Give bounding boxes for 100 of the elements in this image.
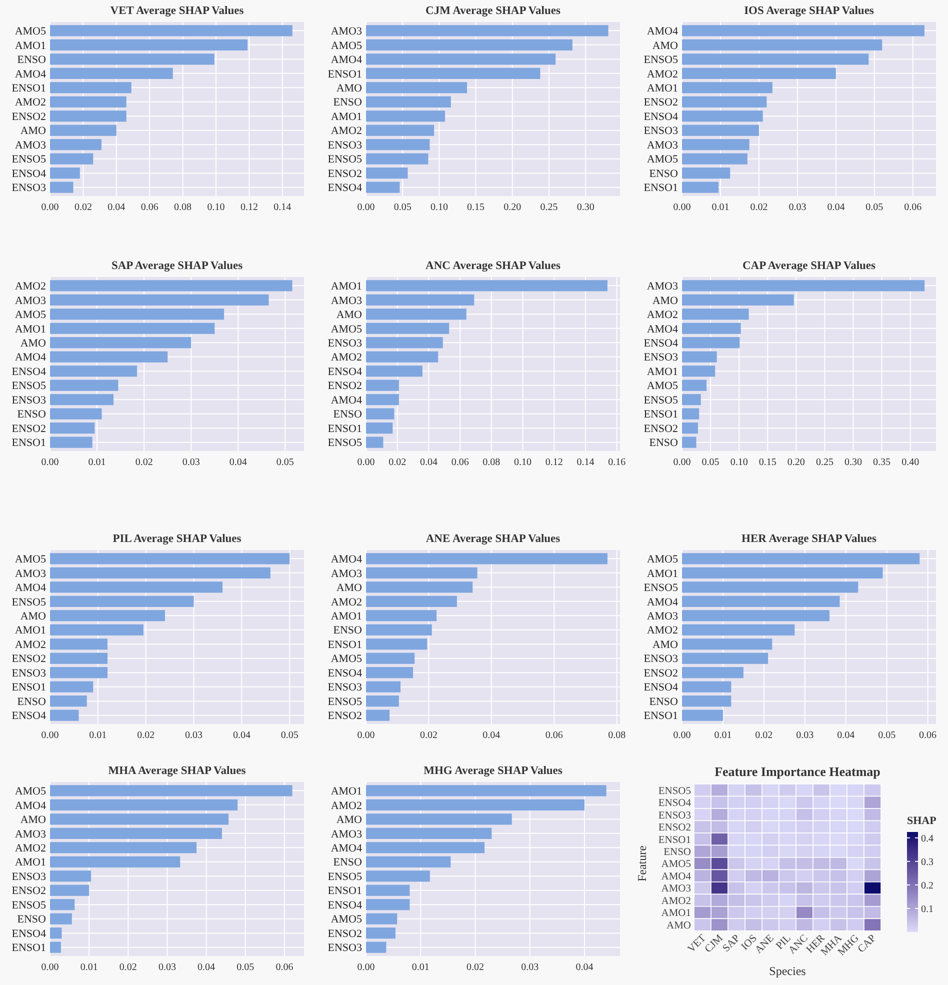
chart-title: ANE Average SHAP Values <box>426 533 561 545</box>
x-tick-label: 0.00 <box>673 202 691 213</box>
bar <box>682 68 836 79</box>
y-tick-label: ENSO3 <box>12 667 46 680</box>
y-tick-label: ENSO4 <box>12 366 46 378</box>
x-tick-label: 0.25 <box>540 202 558 213</box>
bar <box>50 870 92 882</box>
bar <box>366 308 466 320</box>
y-tick-label: ENSO4 <box>644 682 678 694</box>
y-tick-label: AMO1 <box>646 82 678 94</box>
bar <box>50 96 126 108</box>
chart-title: HER Average SHAP Values <box>742 533 877 545</box>
bar <box>366 422 393 434</box>
y-tick-label: AMO <box>20 814 46 826</box>
bar <box>366 610 437 622</box>
y-tick-label: ENSO3 <box>328 337 362 350</box>
bar <box>682 681 732 692</box>
bar <box>682 124 759 136</box>
chart-title: CJM Average SHAP Values <box>426 5 561 17</box>
y-tick-label: AMO3 <box>330 568 362 580</box>
bar <box>366 366 422 377</box>
bar <box>366 39 572 50</box>
x-tick-label: 0.10 <box>430 202 448 213</box>
bar <box>682 182 719 193</box>
bar <box>366 139 430 150</box>
bar <box>682 54 869 65</box>
bar <box>366 25 608 36</box>
bar <box>366 394 399 406</box>
y-tick-label: AMO4 <box>14 68 46 80</box>
bar <box>682 408 700 420</box>
y-tick-label: ENSO5 <box>12 154 46 166</box>
y-tick-label: ENSO <box>333 856 362 869</box>
y-tick-label: AMO4 <box>330 554 362 566</box>
y-tick-label: AMO1 <box>330 280 362 293</box>
bar <box>366 168 408 179</box>
x-tick-label: 0.04 <box>229 457 247 468</box>
bar <box>50 436 92 448</box>
x-tick-label: 0.04 <box>482 730 500 741</box>
x-tick-label: 0.05 <box>280 730 298 741</box>
bar <box>366 153 428 164</box>
color-bar-title: SHAP <box>907 815 937 827</box>
x-tick-label: 0.12 <box>240 202 258 213</box>
y-tick-label: ENSO <box>17 914 46 926</box>
bar <box>682 710 723 721</box>
bar <box>366 322 450 334</box>
y-tick-label: AMO5 <box>646 154 678 166</box>
bar <box>366 582 473 593</box>
x-tick-label: 0.00 <box>41 962 59 973</box>
x-tick-label: 0.05 <box>878 730 896 741</box>
y-tick-label: ENSO1 <box>328 638 362 651</box>
y-tick-label: AMO3 <box>14 828 46 840</box>
y-tick-label: ENSO4 <box>328 899 362 912</box>
y-tick-label: ENSO3 <box>644 653 678 666</box>
y-tick-label: AMO1 <box>14 323 46 336</box>
chart-title: VET Average SHAP Values <box>110 5 244 17</box>
bar <box>366 652 415 664</box>
y-tick-label: ENSO1 <box>644 710 678 722</box>
y-tick-label: ENSO5 <box>658 786 691 797</box>
x-tick-label: 0.30 <box>576 202 594 213</box>
y-tick-label: ENSO1 <box>328 885 362 898</box>
x-tick-label: 0.04 <box>198 962 216 973</box>
bar <box>682 667 744 678</box>
y-tick-label: AMO3 <box>330 294 362 307</box>
bar <box>682 351 717 362</box>
y-tick-label: AMO1 <box>14 856 46 869</box>
bar <box>682 696 732 707</box>
x-tick-label: 0.04 <box>232 730 250 741</box>
y-tick-label: AMO5 <box>330 323 362 336</box>
bar <box>50 280 292 292</box>
y-tick-label: ENSO5 <box>644 54 678 66</box>
y-tick-label: AMO1 <box>330 786 362 798</box>
x-tick-label: 0.02 <box>135 457 153 468</box>
x-tick-label: 0.15 <box>758 457 776 468</box>
x-tick-label: 0.06 <box>919 730 937 741</box>
y-tick-label: AMO <box>666 920 692 932</box>
y-tick-label: ENSO5 <box>328 154 362 166</box>
y-tick-label: AMO2 <box>646 309 678 322</box>
bar <box>50 322 215 334</box>
bar <box>50 842 197 854</box>
bar <box>366 870 430 882</box>
bar <box>50 408 102 420</box>
chart-title: IOS Average SHAP Values <box>744 5 874 17</box>
y-tick-label: AMO5 <box>330 40 362 52</box>
y-tick-label: ENSO4 <box>658 798 692 810</box>
bar <box>682 139 750 150</box>
y-tick-label: AMO1 <box>14 40 46 52</box>
y-tick-label: AMO1 <box>330 610 362 622</box>
y-tick-label: AMO5 <box>330 653 362 666</box>
y-tick-label: ENSO5 <box>644 582 678 594</box>
x-tick-label: 0.03 <box>796 730 814 741</box>
x-tick-label: 0.20 <box>504 202 522 213</box>
y-tick-label: ENSO2 <box>328 710 362 722</box>
y-tick-label: AMO5 <box>646 380 678 392</box>
bar <box>50 182 74 193</box>
x-tick-label: 0.00 <box>357 202 375 213</box>
bar <box>682 337 740 348</box>
bar <box>50 785 292 796</box>
y-tick-label: ENSO1 <box>644 408 678 421</box>
bar <box>366 681 400 692</box>
y-tick-label: AMO5 <box>14 554 46 566</box>
